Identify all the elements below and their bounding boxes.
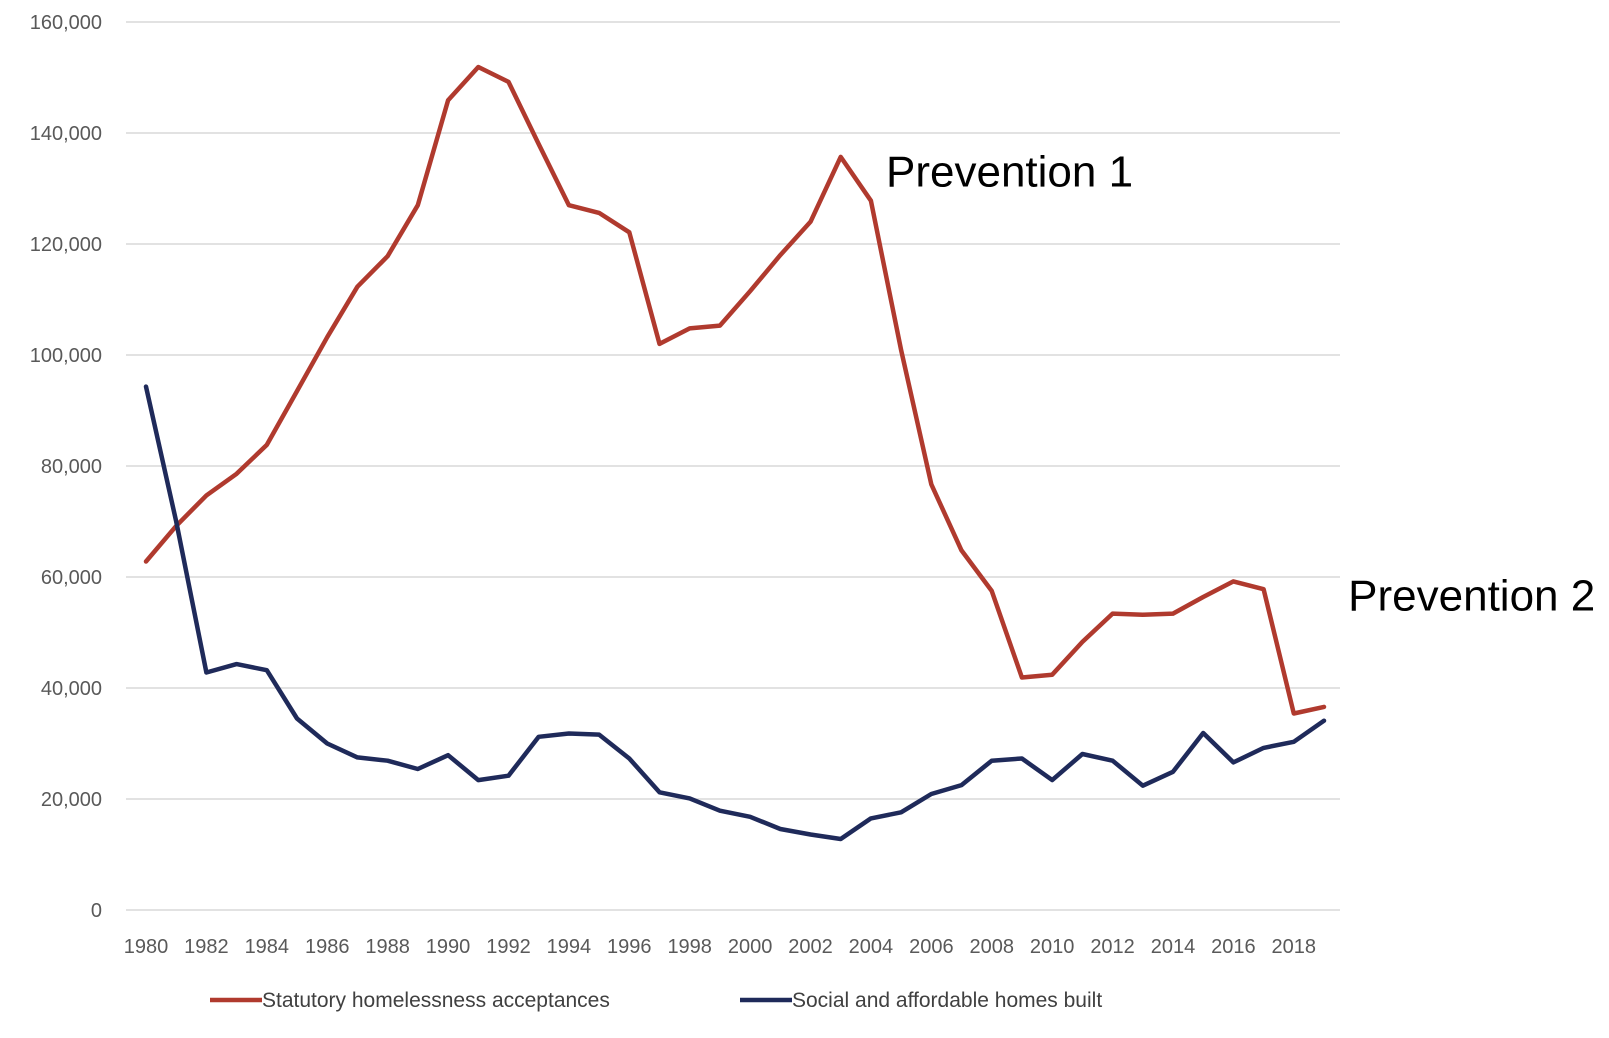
x-axis-tick-labels: 1980 1982 1984 1986 1988 1990 1992 1994 1996 1998… xyxy=(124,936,1316,958)
y-tick-label: 80,000 xyxy=(41,456,102,478)
x-tick-label: 1998 xyxy=(667,936,712,958)
x-tick-label: 2008 xyxy=(969,936,1014,958)
gridlines xyxy=(126,21,1340,911)
y-tick-label: 140,000 xyxy=(30,123,102,145)
x-tick-label: 2004 xyxy=(849,936,894,958)
y-tick-label: 40,000 xyxy=(41,678,102,700)
legend: Statutory homelessness acceptances Social… xyxy=(210,989,1102,1012)
x-tick-label: 1992 xyxy=(486,936,531,958)
x-tick-label: 2000 xyxy=(728,936,773,958)
x-tick-label: 2018 xyxy=(1272,936,1317,958)
y-tick-label: 120,000 xyxy=(30,234,102,256)
x-tick-label: 1982 xyxy=(184,936,229,958)
x-tick-label: 2012 xyxy=(1090,936,1135,958)
x-tick-label: 1986 xyxy=(305,936,350,958)
x-tick-label: 1994 xyxy=(547,936,592,958)
annotation-label: Prevention 1 xyxy=(886,147,1133,196)
series-line-homes-built xyxy=(143,384,1327,842)
y-tick-label: 100,000 xyxy=(30,345,102,367)
y-tick-label: 160,000 xyxy=(30,12,102,34)
x-tick-label: 1996 xyxy=(607,936,652,958)
x-tick-label: 1984 xyxy=(245,936,290,958)
x-tick-label: 2014 xyxy=(1151,936,1196,958)
legend-label: Statutory homelessness acceptances xyxy=(262,989,610,1012)
y-axis-tick-labels: 0 20,000 40,000 60,000 80,000 100,000 120,000 1… xyxy=(30,12,102,922)
y-tick-label: 0 xyxy=(91,900,102,922)
legend-label: Social and affordable homes built xyxy=(792,989,1102,1012)
x-tick-label: 2016 xyxy=(1211,936,1256,958)
annotation-label: Prevention 2 xyxy=(1348,571,1595,620)
x-tick-label: 2006 xyxy=(909,936,954,958)
x-tick-label: 2002 xyxy=(788,936,833,958)
y-tick-label: 60,000 xyxy=(41,567,102,589)
x-tick-label: 2010 xyxy=(1030,936,1075,958)
series-lines xyxy=(143,64,1327,842)
series-line-homelessness-acceptances xyxy=(143,64,1327,716)
x-tick-label: 1990 xyxy=(426,936,471,958)
annotations: Prevention 1 Prevention 2 xyxy=(886,147,1595,620)
x-tick-label: 1988 xyxy=(365,936,410,958)
y-tick-label: 20,000 xyxy=(41,789,102,811)
x-tick-label: 1980 xyxy=(124,936,169,958)
